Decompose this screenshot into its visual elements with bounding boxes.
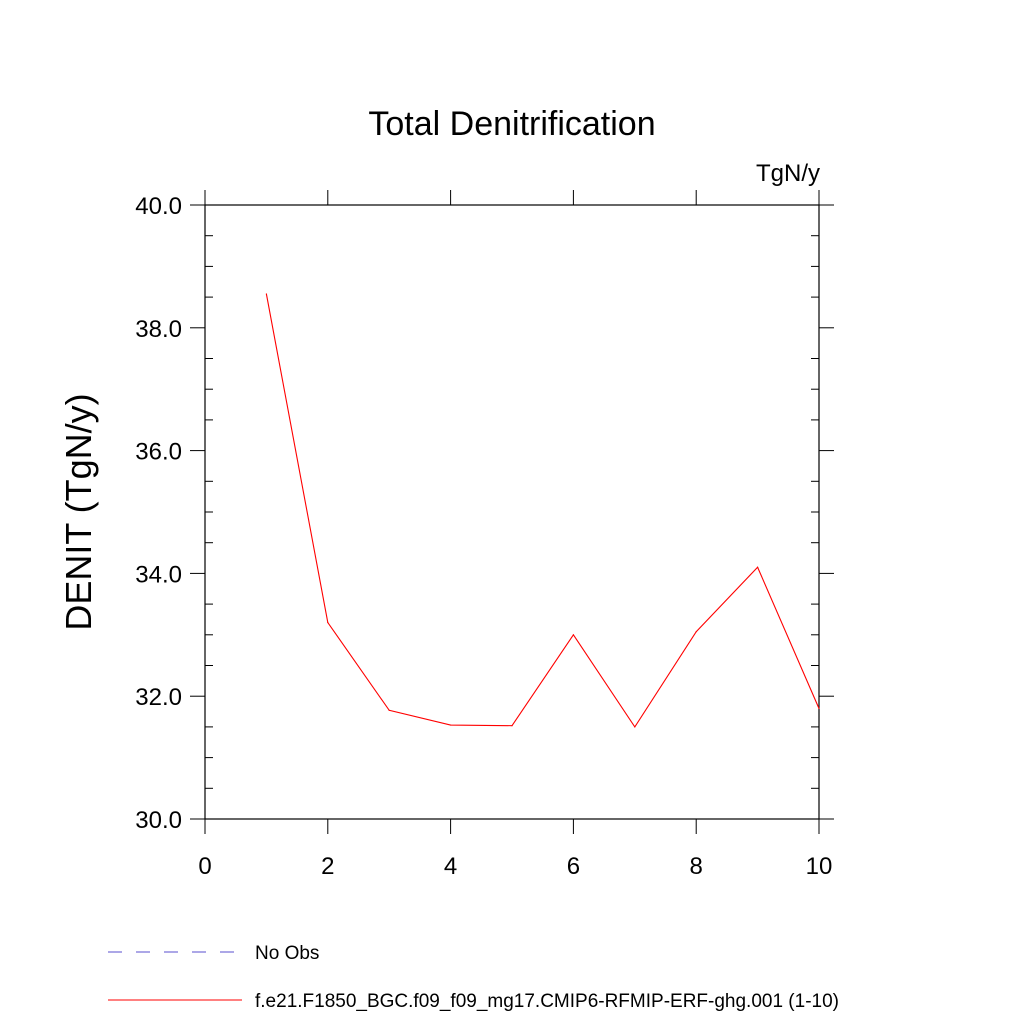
y-tick-label: 32.0 — [135, 684, 182, 711]
y-tick-label: 36.0 — [135, 439, 182, 466]
legend-label: No Obs — [255, 943, 319, 964]
series-layer — [265, 293, 820, 728]
data-point — [695, 631, 697, 633]
x-tick-label: 6 — [567, 853, 580, 880]
chart-title: Total Denitrification — [368, 105, 655, 143]
y-tick-label: 38.0 — [135, 316, 182, 343]
data-point — [327, 621, 329, 624]
data-point — [388, 709, 390, 711]
data-point — [757, 566, 759, 568]
axis-ticks: 0 2 4 6 8 10 30.0 32.0 34.0 36.0 38.0 40.0 — [135, 190, 834, 880]
data-point — [450, 724, 452, 726]
data-point — [572, 634, 575, 636]
data-point — [634, 726, 636, 728]
legend-label: f.e21.F1850_BGC.f09_f09_mg17.CMIP6-RFMIP… — [255, 991, 839, 1012]
y-tick-label: 30.0 — [135, 807, 182, 834]
x-tick-label: 2 — [321, 853, 334, 880]
data-point — [265, 293, 267, 295]
y-tick-label: 40.0 — [135, 193, 182, 220]
data-point — [818, 707, 820, 710]
x-tick-label: 0 — [198, 853, 211, 880]
plot-frame — [204, 204, 820, 820]
x-tick-label: 10 — [806, 853, 833, 880]
y-tick-label: 34.0 — [135, 561, 182, 588]
legend: No Obs f.e21.F1850_BGC.f09_f09_mg17.CMIP6… — [108, 943, 839, 1012]
series-line — [265, 293, 820, 728]
units-label: TgN/y — [756, 160, 820, 187]
y-axis-label: DENIT (TgN/y) — [58, 393, 99, 630]
data-point — [511, 725, 513, 727]
x-tick-label: 4 — [444, 853, 457, 880]
x-tick-label: 8 — [690, 853, 703, 880]
